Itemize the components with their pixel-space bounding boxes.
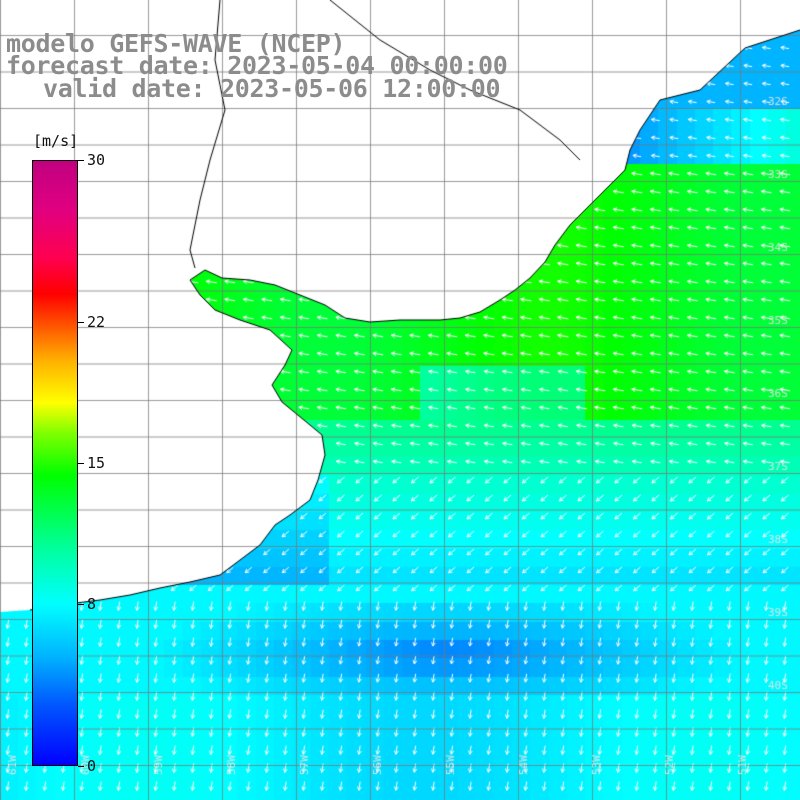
colorbar-tick-label: 22: [87, 312, 106, 331]
colorbar-tick-mark: [78, 463, 84, 464]
colorbar-tick-mark: [78, 604, 84, 606]
colorbar-tick-mark: [78, 766, 84, 767]
colorbar-unit-label: [m/s]: [33, 132, 79, 150]
colorbar-tick-mark: [78, 160, 84, 161]
colorbar-tick-label: 30: [87, 151, 106, 169]
wind-speed-colorbar: [32, 160, 78, 766]
colorbar-tick-label: 0: [87, 757, 97, 775]
forecast-date-title: forecast date: 2023-05-04 00:00:00: [6, 51, 508, 80]
colorbar-tick-label: 15: [87, 454, 106, 472]
valid-date-title: valid date: 2023-05-06 12:00:00: [43, 74, 501, 103]
model-title: modelo GEFS-WAVE (NCEP): [6, 29, 346, 58]
colorbar-tick-label: 8: [87, 595, 97, 614]
colorbar-tick-mark: [78, 321, 84, 323]
